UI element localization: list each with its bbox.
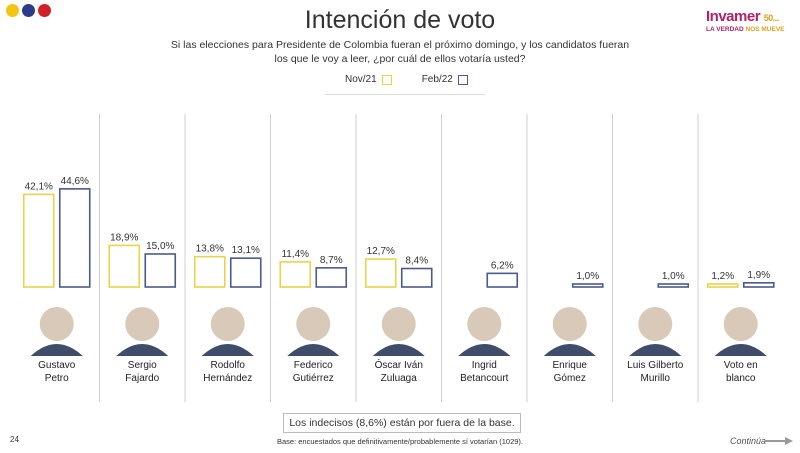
data-label: 13,1% [232, 245, 260, 256]
category-label: Betancourt [460, 373, 509, 384]
bar-nov [193, 255, 226, 288]
candidate-photo [125, 307, 160, 341]
candidate-photo [116, 344, 169, 356]
logo-years: 50 [763, 13, 774, 23]
base-note: Base: encuestados que definitivamente/pr… [277, 437, 523, 446]
candidate-photo [714, 344, 767, 356]
category-label: Rodolfo [211, 360, 246, 371]
candidate-photo [629, 344, 682, 356]
bar-feb [486, 272, 519, 288]
bar-feb [58, 188, 91, 288]
data-label: 15,0% [146, 241, 174, 252]
bar-feb [571, 283, 604, 288]
category-label: Óscar Iván [375, 358, 423, 371]
candidate-photo [372, 344, 425, 356]
red-dot-icon [38, 4, 51, 17]
candidate-photo [552, 307, 587, 341]
bar-feb [657, 283, 690, 288]
page-title: Intención de voto [304, 6, 496, 34]
arrow-right-icon[interactable] [765, 437, 793, 445]
category-label: blanco [726, 373, 756, 384]
bar-nov [706, 283, 739, 288]
bar-nov [364, 258, 397, 288]
data-label: 42,1% [25, 181, 53, 192]
undecided-note: Los indecisos (8,6%) están por fuera de … [283, 413, 521, 433]
category-label: Fajardo [125, 373, 159, 384]
bar-feb [400, 267, 433, 288]
legend-item-nov: Nov/21 [345, 74, 392, 85]
category-label: Gómez [554, 373, 586, 384]
brand-dots [6, 4, 51, 17]
data-label: 44,6% [61, 176, 89, 187]
candidate-photo [287, 344, 340, 356]
data-label: 18,9% [110, 232, 138, 243]
bar-nov [279, 261, 312, 288]
candidate-photo [39, 307, 74, 341]
category-label: Sergio [128, 360, 157, 371]
category-label: Hernández [203, 373, 252, 384]
bar-feb [144, 253, 177, 288]
category-label: Murillo [641, 373, 671, 384]
bar-feb [315, 267, 348, 288]
data-label: 6,2% [491, 260, 514, 271]
candidate-photo [201, 344, 254, 356]
candidate-photo [638, 307, 673, 341]
blue-dot-icon [22, 4, 35, 17]
category-label: Luis Gilberto [627, 360, 684, 371]
candidate-photo [467, 307, 502, 341]
vote-intention-chart: 42,1% 44,6% Gustavo Petro 18,9% 15,0% Sergio Fa… [22, 114, 775, 402]
bar-feb [229, 257, 262, 288]
bar-feb [742, 282, 775, 288]
candidate-photo [458, 344, 511, 356]
data-label: 12,7% [367, 246, 395, 257]
data-label: 11,4% [281, 249, 309, 260]
legend-swatch-feb [457, 74, 468, 85]
category-label: Gutiérrez [293, 373, 334, 384]
data-label: 13,8% [196, 244, 224, 255]
category-label: Voto en [724, 360, 758, 371]
candidate-photo [543, 344, 596, 356]
candidate-photo [296, 307, 331, 341]
data-label: 1,0% [576, 271, 599, 282]
bar-nov [108, 244, 141, 288]
logo-tagline-2: NOS MUEVE [745, 26, 785, 33]
legend-item-feb: Feb/22 [422, 74, 468, 85]
category-label: Petro [45, 373, 69, 384]
chart-legend: Nov/21 Feb/22 [345, 74, 468, 85]
candidate-photo [723, 307, 758, 341]
candidate-photo [30, 344, 83, 356]
continue-label[interactable]: Continúa [730, 436, 767, 446]
data-label: 8,7% [320, 255, 343, 266]
data-label: 8,4% [405, 256, 428, 267]
logo-name: Invamer [706, 8, 761, 25]
legend-divider [325, 94, 485, 95]
category-label: Ingrid [472, 360, 497, 371]
category-label: Federico [294, 360, 333, 371]
legend-swatch-nov [381, 74, 392, 85]
category-label: Zuluaga [381, 373, 418, 384]
page-number: 24 [10, 435, 19, 444]
bar-nov [22, 193, 55, 288]
invamer-logo: Invamer 50... LA VERDAD NOS MUEVE [706, 8, 785, 33]
yellow-dot-icon [6, 4, 19, 17]
legend-label-nov: Nov/21 [345, 74, 377, 85]
data-label: 1,0% [662, 271, 685, 282]
candidate-photo [210, 307, 245, 341]
data-label: 1,2% [711, 271, 734, 282]
data-label: 1,9% [747, 270, 770, 281]
category-label: Gustavo [38, 360, 76, 371]
logo-tagline-1: LA VERDAD [706, 26, 744, 33]
candidate-photo [381, 307, 416, 341]
category-label: Enrique [553, 360, 588, 371]
legend-label-feb: Feb/22 [421, 74, 453, 85]
question-text: Si las elecciones para Presidente de Col… [170, 39, 630, 65]
